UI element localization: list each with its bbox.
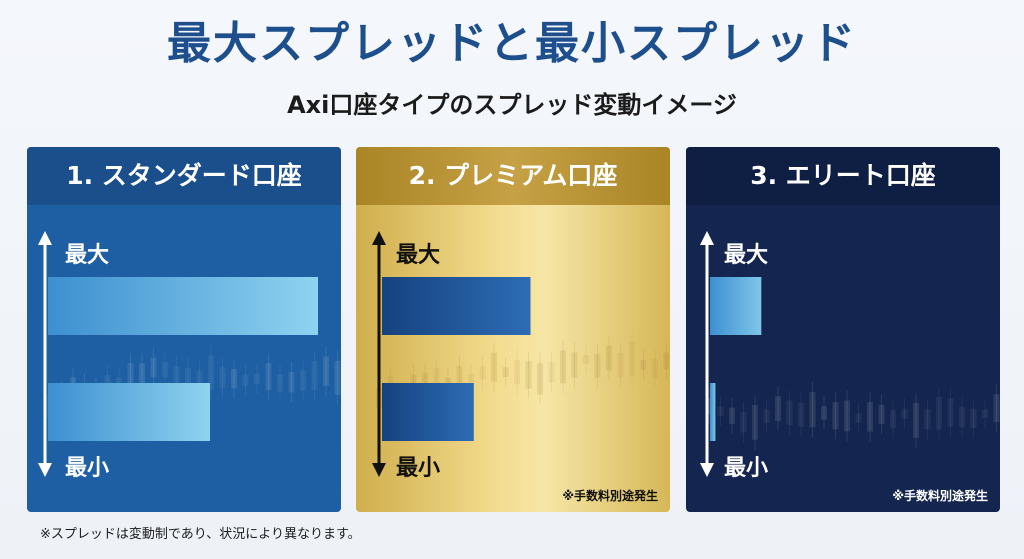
- candle-body: [525, 361, 532, 389]
- candle-body: [867, 402, 873, 432]
- axis-label-max: 最大: [724, 243, 769, 268]
- candle-body: [855, 413, 862, 423]
- candle-body: [947, 397, 954, 427]
- candle-body: [740, 411, 747, 433]
- candle-body: [323, 356, 329, 386]
- bar-max-spread: [710, 277, 762, 335]
- candle-body: [334, 360, 341, 395]
- candle-body: [752, 405, 758, 440]
- candle-body: [924, 409, 931, 430]
- panel-standard: 1. スタンダード口座 最大 最小: [27, 147, 341, 512]
- candle-body: [890, 409, 896, 429]
- candle-body: [456, 365, 463, 396]
- axis-label-max: 最大: [396, 243, 441, 268]
- candle-body: [479, 365, 486, 380]
- candle-body: [139, 363, 145, 384]
- candle-body: [594, 354, 601, 378]
- candlestick-background: [706, 382, 1000, 450]
- candle-body: [798, 403, 804, 428]
- page-subtitle: Axi口座タイプのスプレッド変動イメージ: [287, 91, 737, 119]
- candle-body: [640, 359, 647, 370]
- candle-body: [288, 372, 295, 393]
- axis-label-min: 最小: [65, 456, 110, 481]
- candle-body: [809, 392, 816, 428]
- chart-premium: [372, 231, 531, 477]
- candle-body: [717, 406, 724, 416]
- candle-body: [468, 374, 474, 383]
- candle-body: [277, 374, 283, 392]
- axis-arrow-up-icon: [372, 231, 386, 245]
- candle-body: [901, 408, 908, 419]
- candle-body: [729, 407, 735, 424]
- candle-body: [652, 358, 658, 378]
- chart-elite: [700, 231, 762, 477]
- candle-body: [913, 402, 919, 438]
- axis-arrow-down-icon: [372, 463, 386, 477]
- candle-body: [173, 366, 180, 387]
- candle-body: [185, 367, 191, 386]
- candle-body: [763, 409, 770, 423]
- candle-body: [560, 350, 566, 384]
- candle-body: [617, 352, 624, 378]
- footnote: ※スプレッドは変動制であり、状況により異なります。: [40, 527, 361, 542]
- candle-body: [537, 362, 543, 395]
- candle-body: [548, 362, 555, 383]
- candle-body: [231, 369, 237, 389]
- candle-body: [265, 363, 272, 391]
- axis-label-min: 最小: [396, 456, 441, 481]
- candle-body: [491, 352, 497, 382]
- candle-body: [878, 404, 885, 425]
- candle-body: [706, 398, 712, 415]
- candle-body: [162, 361, 168, 378]
- candle-body: [606, 345, 612, 371]
- candle-body: [936, 396, 942, 430]
- panel-premium: 2. プレミアム口座 最大 最小 ※手数料別途発生: [356, 147, 670, 512]
- candle-body: [242, 374, 249, 387]
- candle-body: [219, 367, 226, 389]
- fee-note: ※手数料別途発生: [892, 489, 988, 503]
- candle-body: [571, 352, 578, 378]
- candle-body: [127, 363, 134, 398]
- candle-body: [254, 373, 260, 385]
- bar-min-spread: [48, 383, 210, 441]
- candle-body: [775, 396, 781, 422]
- bar-min-spread: [382, 383, 474, 441]
- candle-body: [445, 377, 451, 388]
- candle-body: [970, 408, 977, 429]
- candle-body: [993, 394, 1000, 423]
- axis-label-max: 最大: [65, 243, 110, 268]
- bar-max-spread: [382, 277, 531, 335]
- candle-body: [150, 357, 157, 378]
- panel-elite: 3. エリート口座 最大 最小 ※手数料別途発生: [686, 147, 1000, 512]
- candle-body: [433, 368, 440, 389]
- axis-arrow-up-icon: [38, 231, 52, 245]
- candle-body: [821, 406, 827, 420]
- candle-body: [514, 360, 520, 385]
- candle-body: [786, 400, 793, 425]
- candle-body: [583, 355, 589, 364]
- bar-max-spread: [48, 277, 318, 335]
- candle-body: [663, 352, 670, 370]
- page-title: 最大スプレッドと最小スプレッド: [167, 18, 857, 69]
- panel-elite-title: 3. エリート口座: [686, 147, 1000, 205]
- axis-arrow-up-icon: [700, 231, 714, 245]
- axis-label-min: 最小: [724, 456, 769, 481]
- candle-body: [832, 402, 839, 430]
- candle-body: [982, 409, 988, 419]
- candle-body: [300, 370, 306, 391]
- candle-body: [311, 361, 318, 390]
- chart-standard: [38, 231, 318, 477]
- fee-note: ※手数料別途発生: [562, 489, 658, 503]
- candle-body: [844, 400, 850, 432]
- axis-arrow-down-icon: [38, 463, 52, 477]
- axis-arrow-down-icon: [700, 463, 714, 477]
- candle-body: [196, 371, 203, 389]
- candle-body: [629, 341, 635, 377]
- panel-premium-title: 2. プレミアム口座: [356, 147, 670, 205]
- panel-standard-title: 1. スタンダード口座: [27, 147, 341, 205]
- bar-min-spread: [710, 383, 716, 441]
- candle-body: [502, 367, 509, 377]
- candle-body: [208, 355, 214, 390]
- candle-body: [959, 406, 965, 428]
